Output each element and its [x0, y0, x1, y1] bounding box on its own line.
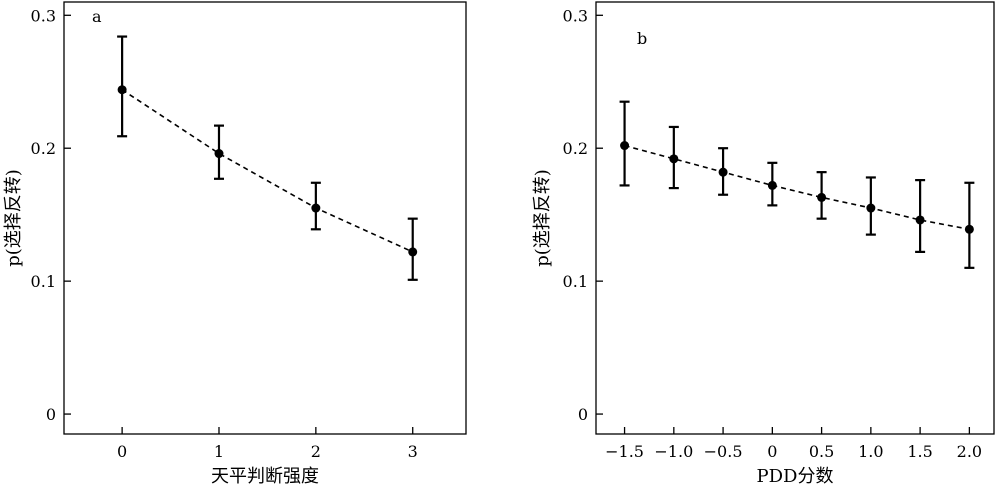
data-point — [964, 224, 974, 234]
data-point — [866, 203, 876, 213]
data-point — [620, 141, 630, 151]
data-point — [669, 154, 679, 164]
x-axis-b: −1.5 −1.0 −0.5 0 0.5 1.0 1.5 2.0 — [605, 427, 982, 461]
panel-a: a 0 0.1 0.2 0.3 0 1 2 3 天平判断强度 p(选择反转) — [3, 1, 467, 485]
x-tick-label: 2.0 — [957, 442, 982, 461]
data-marks-b — [619, 100, 975, 269]
y-tick-label: 0.1 — [31, 272, 56, 291]
x-axis-label-b: PDD分数 — [757, 466, 834, 485]
y-tick-label: 0.1 — [563, 272, 588, 291]
x-tick-label: 2 — [311, 442, 321, 461]
y-tick-label: 0 — [46, 405, 56, 424]
x-tick-label: 3 — [408, 442, 418, 461]
plot-frame-b — [595, 1, 995, 435]
data-point — [718, 167, 728, 177]
panel-b: b 0 0.1 0.2 0.3 −1.5 −1.0 −0.5 0 0.5 1.0 1.5 2.0 P… — [532, 1, 995, 485]
data-point — [214, 149, 224, 159]
panel-label-b: b — [637, 29, 647, 48]
fit-line-a — [121, 89, 414, 253]
y-axis-a: 0 0.1 0.2 0.3 — [31, 6, 71, 424]
x-tick-label: 0.5 — [809, 442, 834, 461]
data-point — [915, 215, 925, 225]
y-tick-label: 0 — [578, 405, 588, 424]
x-tick-label: 0 — [117, 442, 127, 461]
plot-frame-a — [63, 1, 467, 435]
y-axis-b: 0 0.1 0.2 0.3 — [563, 6, 603, 424]
y-tick-label: 0.2 — [563, 139, 588, 158]
y-tick-label: 0.3 — [31, 6, 56, 25]
y-tick-label: 0.3 — [563, 6, 588, 25]
x-tick-label: −0.5 — [704, 442, 743, 461]
x-tick-label: −1.0 — [654, 442, 693, 461]
panel-label-a: a — [92, 7, 102, 26]
x-tick-label: 1.5 — [907, 442, 932, 461]
data-point — [767, 180, 777, 190]
x-axis-label-a: 天平判断强度 — [211, 466, 319, 485]
x-axis-a: 0 1 2 3 — [117, 427, 418, 461]
x-tick-label: 0 — [767, 442, 777, 461]
data-marks-a — [117, 35, 418, 281]
y-tick-label: 0.2 — [31, 139, 56, 158]
data-point — [817, 192, 827, 202]
data-point — [117, 85, 127, 95]
x-tick-label: 1 — [214, 442, 224, 461]
x-tick-label: −1.5 — [605, 442, 644, 461]
y-axis-label-a: p(选择反转) — [3, 169, 24, 267]
y-axis-label-b: p(选择反转) — [532, 169, 553, 267]
data-point — [408, 247, 418, 257]
data-point — [311, 203, 321, 213]
x-tick-label: 1.0 — [858, 442, 883, 461]
